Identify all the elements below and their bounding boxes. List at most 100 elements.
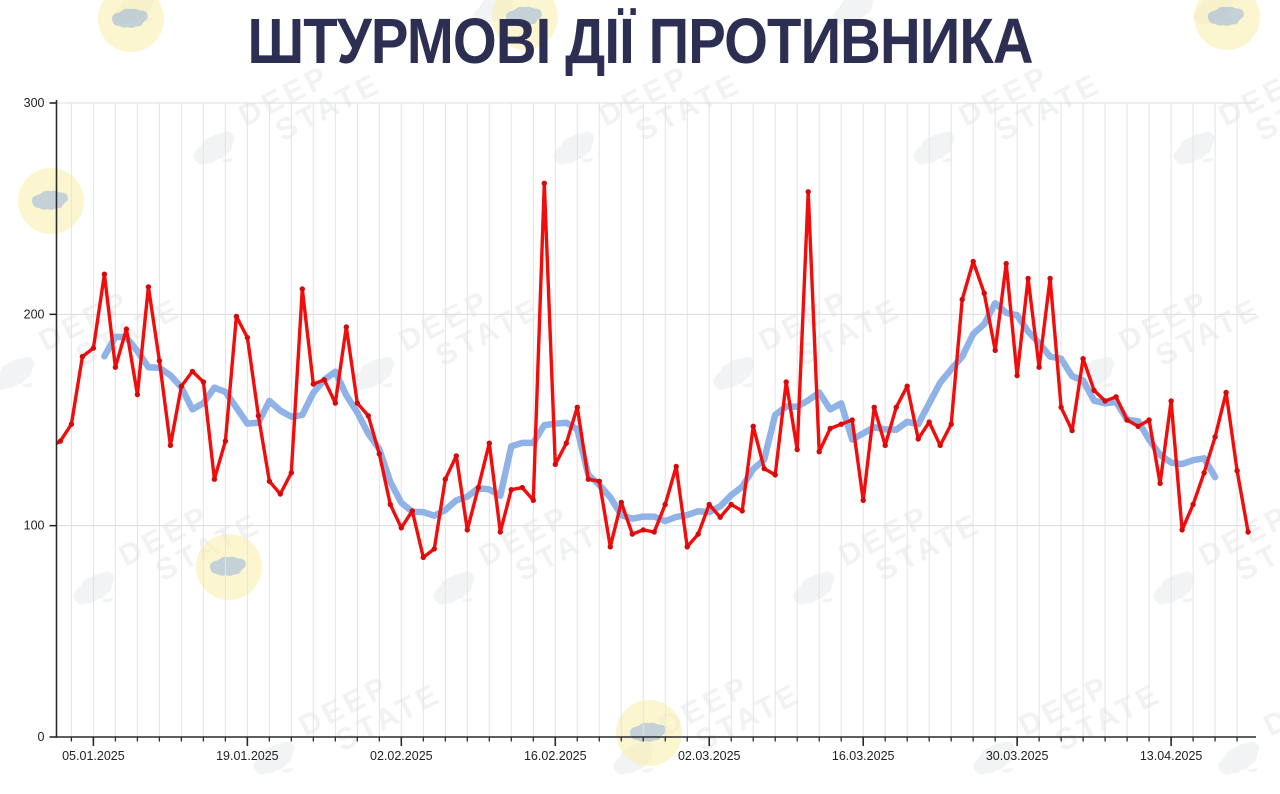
data-point-marker [255, 413, 262, 419]
data-point-marker [1179, 527, 1185, 533]
data-point-marker [398, 525, 404, 531]
data-point-marker [288, 470, 294, 476]
page-title: ШТУРМОВІ ДІЇ ПРОТИВНИКА [247, 5, 1033, 77]
data-point-marker [1168, 398, 1174, 404]
data-point-marker [354, 400, 360, 406]
daily-assaults-line [56, 181, 1250, 560]
data-point-marker [662, 501, 668, 508]
data-point-marker [332, 400, 338, 406]
data-point-marker [266, 478, 273, 484]
data-point-marker [1025, 275, 1031, 282]
data-point-marker [904, 383, 910, 389]
data-point-marker [640, 527, 646, 533]
data-point-marker [959, 296, 965, 303]
data-point-marker [277, 491, 283, 497]
x-axis-label: 16.03.2025 [832, 749, 895, 763]
data-point-marker [596, 478, 602, 484]
y-axis-label: 100 [24, 519, 45, 533]
data-point-marker [1234, 468, 1240, 474]
data-point-marker [1069, 427, 1075, 434]
data-point-marker [1047, 275, 1053, 282]
data-point-marker [47, 445, 52, 450]
data-point-marker [145, 284, 152, 290]
data-point-marker [882, 442, 888, 449]
data-point-marker [442, 476, 448, 482]
data-point-marker [497, 529, 503, 535]
data-point-marker [805, 189, 811, 195]
data-point-marker [101, 271, 108, 277]
data-point-marker [431, 546, 437, 552]
data-point-marker [1223, 389, 1229, 396]
data-point-marker [310, 381, 316, 387]
data-point-marker [321, 377, 327, 383]
data-point-marker [816, 449, 822, 455]
data-point-marker [376, 451, 382, 457]
data-point-marker [772, 472, 778, 478]
data-point-marker [1146, 417, 1152, 423]
data-point-marker [189, 368, 196, 375]
moving-average-line [101, 299, 1219, 525]
data-point-marker [299, 286, 305, 292]
data-point-marker [530, 497, 536, 503]
data-point-marker [761, 465, 767, 472]
data-point-marker [90, 345, 97, 351]
data-point-marker [673, 463, 679, 470]
data-point-marker [211, 476, 218, 482]
data-point-marker [464, 527, 470, 533]
data-point-marker [134, 391, 141, 398]
data-point-marker [893, 404, 899, 410]
data-point-marker [541, 180, 547, 186]
gridlines [56, 102, 1256, 737]
data-point-marker [233, 313, 240, 320]
data-point-marker [970, 258, 976, 265]
data-point-marker [618, 499, 624, 506]
data-point-marker [1014, 372, 1020, 379]
data-point-marker [1003, 260, 1009, 267]
data-point-marker [1080, 356, 1086, 362]
data-point-marker [651, 529, 657, 535]
y-axis-label: 0 [38, 730, 45, 744]
data-point-marker [167, 442, 174, 449]
data-point-marker [57, 438, 64, 444]
data-point-marker [860, 497, 866, 503]
data-point-marker [1157, 480, 1163, 487]
data-point-marker [409, 508, 415, 514]
axes [49, 100, 1256, 746]
data-point-marker [343, 324, 349, 330]
data-point-marker [981, 290, 987, 296]
data-point-marker [926, 419, 932, 425]
data-point-marker [365, 413, 371, 419]
data-point-marker [948, 421, 954, 427]
x-axis-label: 02.03.2025 [678, 749, 741, 763]
data-point-marker [915, 436, 921, 442]
data-point-marker [1058, 404, 1064, 410]
data-point-marker [607, 544, 613, 550]
daily-assaults-series [47, 180, 1251, 561]
data-point-marker [1245, 529, 1251, 535]
page-title-wrap: ШТУРМОВІ ДІЇ ПРОТИВНИКА [0, 6, 1280, 76]
data-point-marker [420, 554, 426, 561]
data-point-marker [838, 421, 844, 427]
data-point-marker [123, 326, 130, 332]
data-point-marker [200, 379, 207, 385]
data-point-marker [1135, 423, 1141, 429]
data-point-marker [574, 404, 580, 410]
data-point-marker [222, 438, 229, 444]
data-point-marker [244, 334, 251, 341]
data-point-marker [849, 417, 855, 423]
data-point-marker [717, 514, 723, 520]
data-point-marker [750, 423, 756, 429]
data-point-marker [178, 383, 185, 389]
data-point-marker [728, 501, 734, 508]
data-point-marker [827, 425, 833, 432]
data-point-marker [937, 442, 943, 449]
data-point-marker [563, 440, 569, 446]
data-point-marker [79, 353, 86, 360]
x-axis-label: 05.01.2025 [62, 749, 125, 763]
data-point-marker [387, 501, 393, 508]
y-axis-label: 300 [24, 96, 45, 110]
data-point-marker [508, 487, 514, 493]
data-point-marker [1124, 417, 1130, 423]
